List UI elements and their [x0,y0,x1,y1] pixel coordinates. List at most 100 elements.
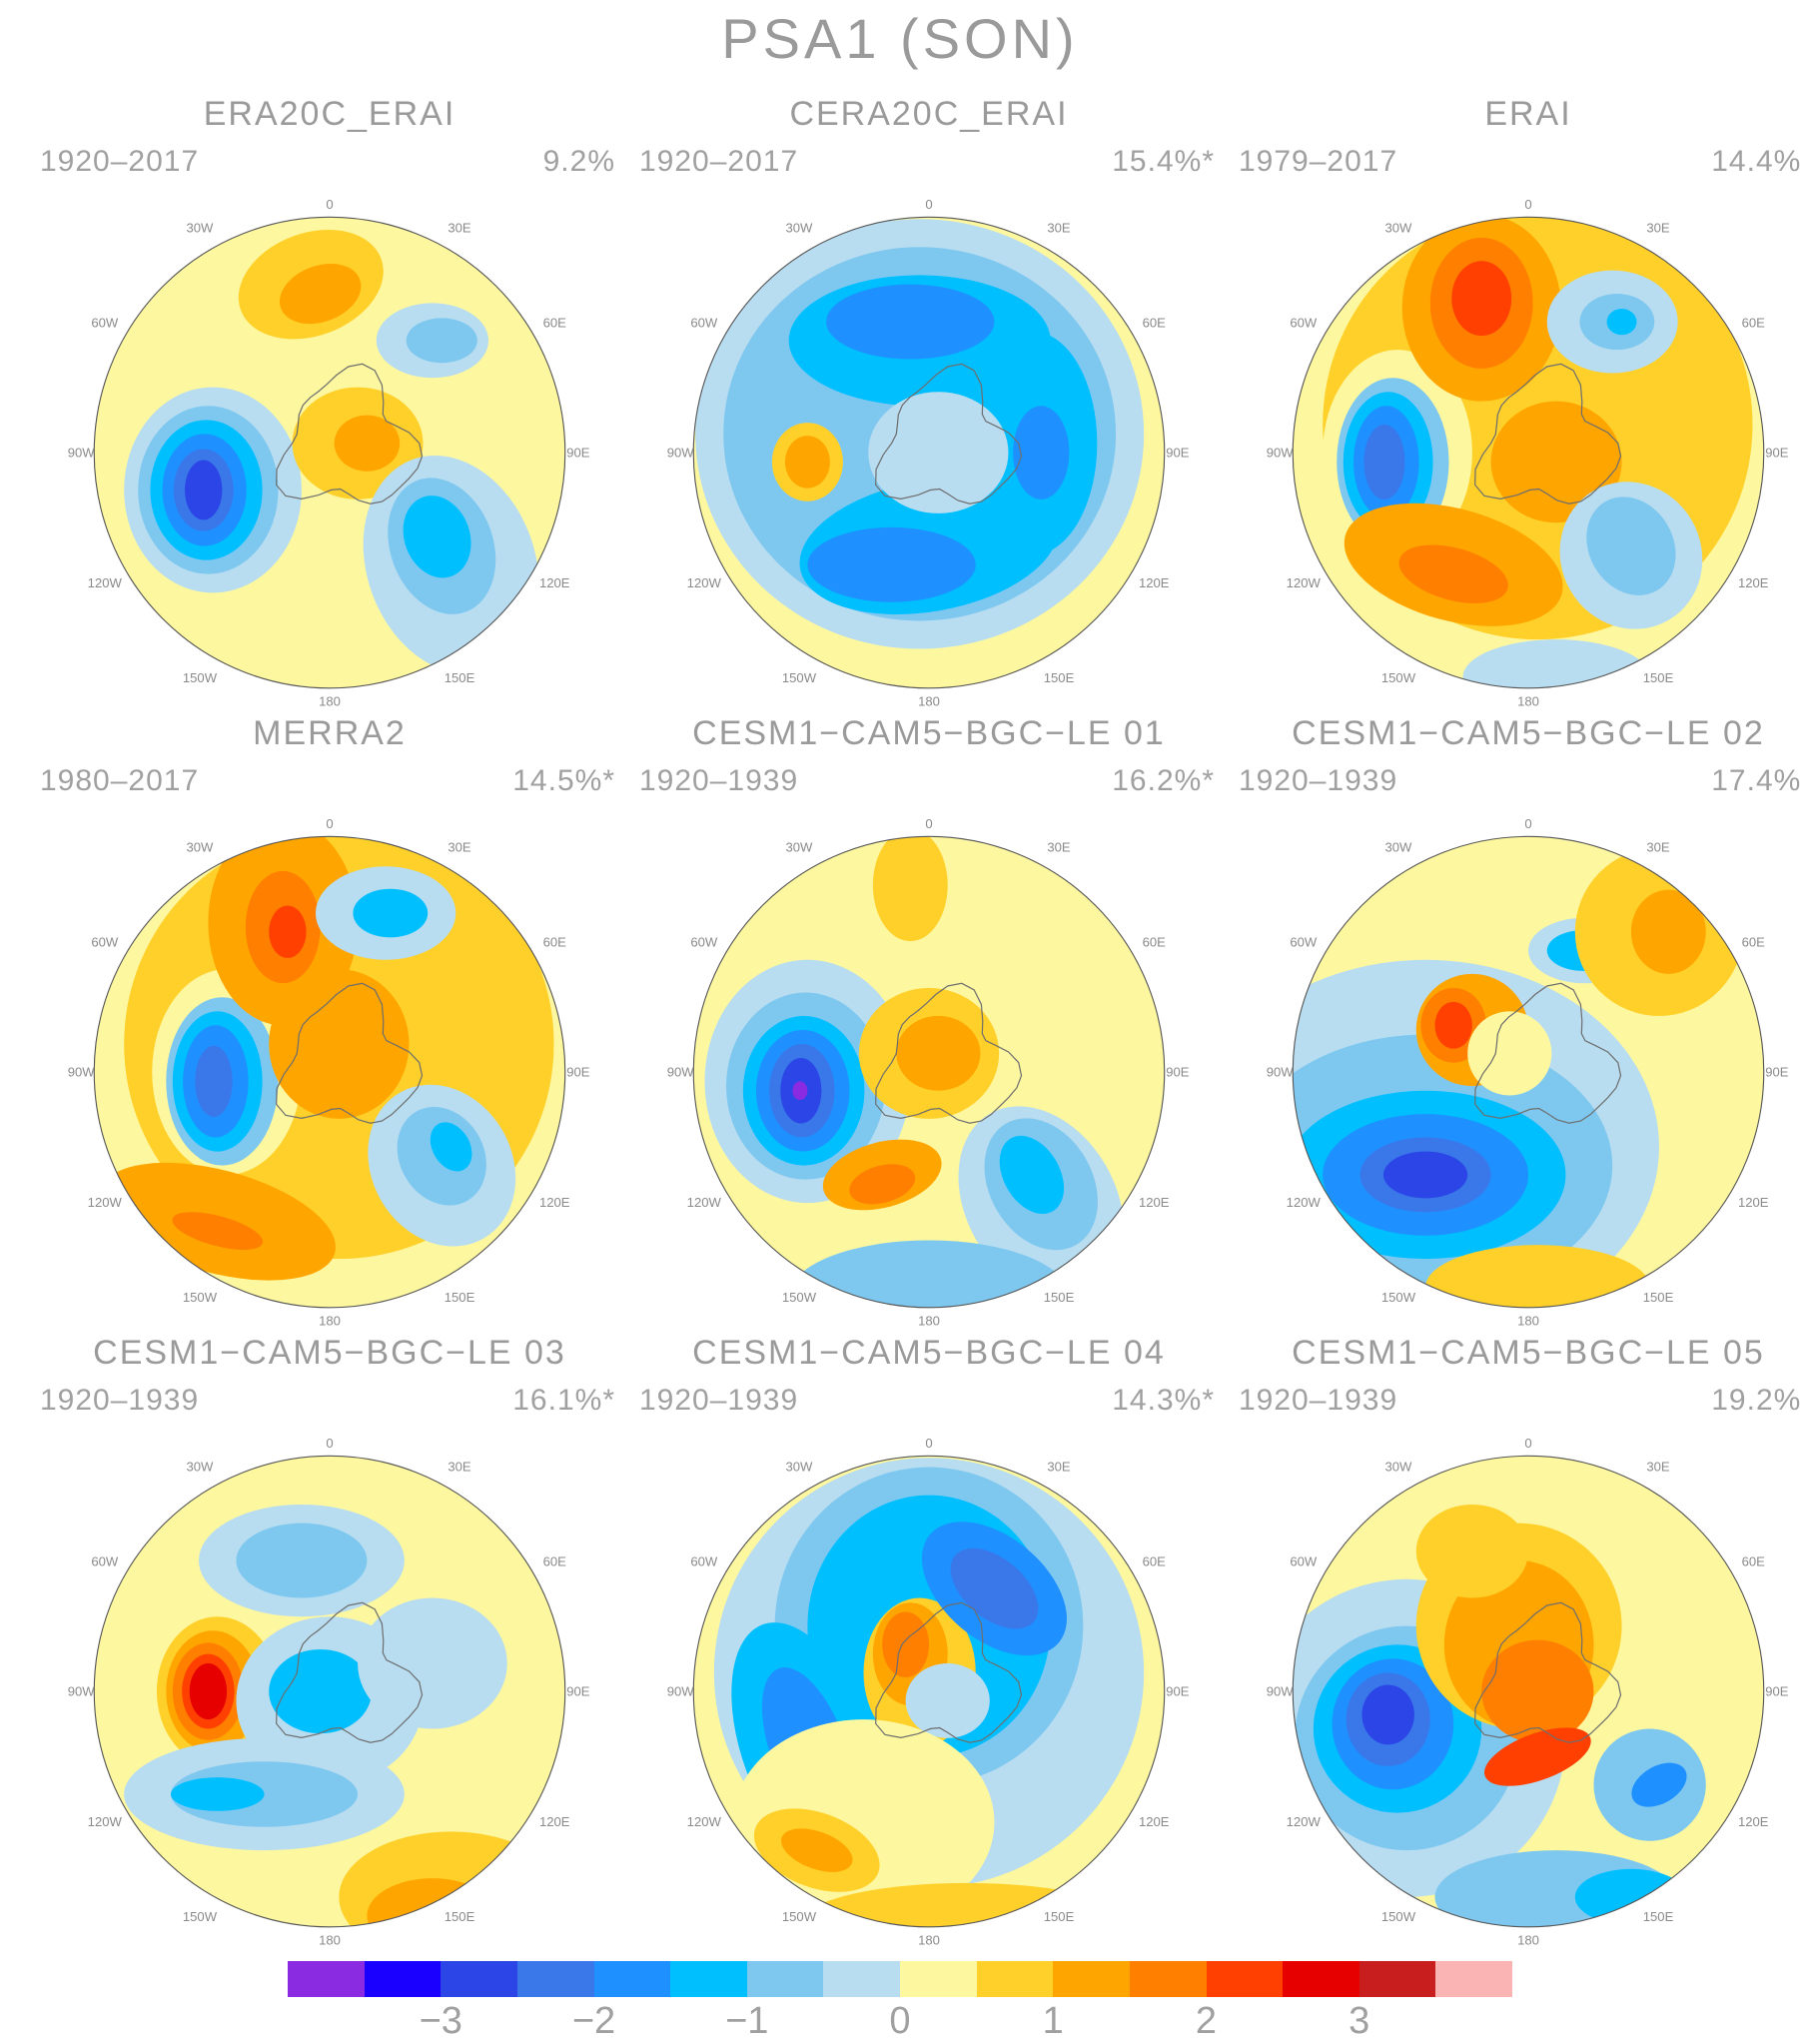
longitude-label: 60W [91,935,119,950]
colorbar-cell [1129,1961,1207,1997]
panel-period: 1920–1939 [1239,1384,1398,1417]
map-panel: ERA20C_ERAI 1920–2017 9.2% 0 30E 60E 90E 120E 15… [40,95,619,714]
longitude-label: 30E [1047,221,1071,236]
longitude-label: 150E [1643,1909,1674,1924]
longitude-label: 60E [543,935,567,950]
longitude-label: 120E [1738,575,1769,590]
longitude-label: 90E [566,446,590,461]
anomaly-contour [882,1611,929,1678]
colorbar-cell [1358,1961,1436,1997]
longitude-label: 30E [1646,840,1670,855]
longitude-label: 180 [319,694,341,709]
colorbar-tick-label: −3 [419,2000,462,2042]
longitude-label: 30W [1385,1460,1413,1475]
anomaly-contour [269,969,410,1119]
anomaly-contour [1630,889,1706,974]
polar-map: 0 30E 60E 90E 120E 150E 180 150W 120W 90W 60W 30W [1267,1436,1789,1948]
panel-period: 1920–2017 [40,145,200,178]
anomaly-contour [172,1212,264,1250]
longitude-label: 150W [1381,670,1416,685]
longitude-label: 120W [1287,1195,1322,1210]
map-panel: ERAI 1979–2017 14.4%* 0 30E 60E 90E 120E 150E 180… [1239,95,1800,714]
longitude-label: 120E [539,1195,570,1210]
anomaly-contour [1631,1762,1687,1807]
panel-variance: 16.2%* [1112,764,1215,797]
polar-map: 0 30E 60E 90E 120E 150E 180 150W 120W 90W 60W 30W [667,816,1190,1329]
longitude-label: 90W [667,446,695,461]
longitude-label: 60E [1742,316,1766,331]
colorbar-cell [1435,1961,1512,1997]
longitude-label: 30W [1385,221,1413,236]
colorbar-ticks: −3 −2 −1 0 1 2 3 [288,1998,1512,2044]
anomaly-contour [1425,1245,1650,1308]
anomaly-contour [849,1164,916,1205]
panel-period: 1980–2017 [40,764,200,797]
longitude-label: 180 [918,694,940,709]
anomaly-contour [1398,544,1508,603]
panel-variance: 17.4%* [1711,764,1800,797]
longitude-label: 60W [91,1554,119,1569]
longitude-label: 90E [1765,1065,1789,1080]
coastline [1474,982,1622,1124]
coastline [276,1601,424,1743]
polar-map: 0 30E 60E 90E 120E 150E 180 150W 120W 90W 60W 30W [1267,816,1789,1329]
anomaly-contour [269,1648,373,1734]
panel-period: 1920–2017 [639,145,799,178]
colorbar-cell [1283,1961,1359,1997]
longitude-label: 150W [1381,1290,1416,1305]
anomaly-contour [195,1045,233,1117]
panel-period: 1920–1939 [639,764,799,797]
colorbar [288,1961,1512,1997]
anomaly-contour [1013,406,1070,500]
longitude-label: 120W [687,1195,722,1210]
panel-title: CESM1−CAM5−BGC−LE 05 [1292,1334,1765,1372]
anomaly-contour [1586,497,1676,595]
panel-title: CESM1−CAM5−BGC−LE 04 [692,1334,1166,1372]
coastline [875,1601,1023,1743]
anomaly-contour [358,1597,507,1729]
figure-title: PSA1 (SON) [721,7,1079,70]
longitude-label: 180 [1517,1933,1539,1948]
anomaly-contour [1434,1001,1472,1049]
longitude-label: 30E [1047,1460,1071,1475]
longitude-label: 90E [1765,1684,1789,1699]
longitude-label: 120E [1738,1814,1769,1829]
longitude-label: 0 [925,197,932,212]
panel-period: 1979–2017 [1239,145,1398,178]
coastline [1474,1601,1622,1743]
panel-variance: 14.5%* [512,764,615,797]
panel-period: 1920–1939 [639,1384,799,1417]
panel-variance: 9.2% [542,145,615,178]
panel-variance: 14.3%* [1112,1384,1215,1417]
map-panel: CESM1−CAM5−BGC−LE 02 1920–1939 17.4%* 0 30E 6… [1239,714,1800,1334]
longitude-label: 30E [1047,840,1071,855]
anomaly-contour [236,1523,368,1598]
longitude-label: 60W [690,1554,718,1569]
map-border [692,835,1166,1309]
longitude-label: 180 [1517,1314,1539,1329]
longitude-label: 120E [539,1814,570,1829]
longitude-label: 30W [187,840,215,855]
anomaly-contour [1415,1504,1528,1598]
anomaly-contour [279,263,362,325]
map-panel: CESM1−CAM5−BGC−LE 01 1920–1939 16.2%* 0 30E 6… [639,714,1219,1334]
polar-map: 0 30E 60E 90E 120E 150E 180 150W 120W 90W 60W 30W [1267,197,1789,709]
map-border [1292,1455,1765,1928]
longitude-label: 0 [1524,816,1531,831]
longitude-label: 150W [183,670,218,685]
anomaly-contour [905,1663,990,1738]
coastline [875,363,1023,505]
anomaly-contour [339,1831,563,1927]
colorbar-tick-label: 0 [889,2000,911,2042]
colorbar-tick-label: −1 [725,2000,769,2042]
anomaly-contour [1383,1151,1468,1199]
longitude-label: 0 [326,1436,333,1451]
longitude-label: 30E [1646,221,1670,236]
map-border [93,835,566,1309]
longitude-label: 90E [566,1065,590,1080]
colorbar-cell [288,1961,365,1997]
longitude-label: 60E [1143,935,1167,950]
panel-title: ERAI [1484,95,1572,133]
longitude-label: 0 [326,816,333,831]
longitude-label: 120E [539,575,570,590]
